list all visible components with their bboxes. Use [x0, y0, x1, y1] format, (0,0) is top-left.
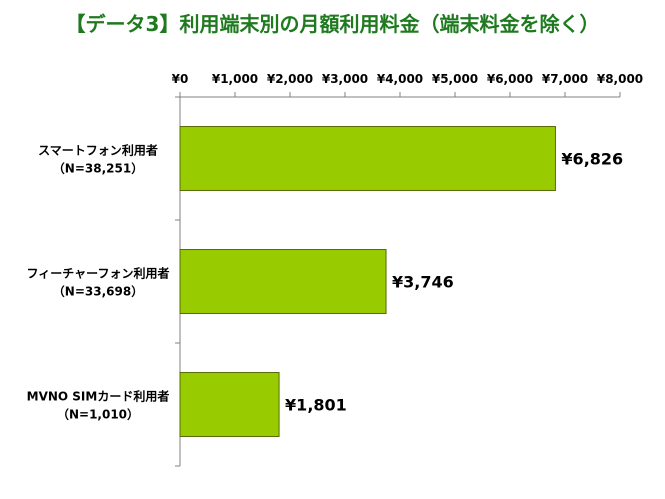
x-tick-label: ¥4,000 — [377, 72, 423, 86]
category-sublabel: （N=38,251） — [53, 161, 143, 176]
x-tick-label: ¥3,000 — [322, 72, 368, 86]
bar — [179, 372, 280, 437]
category-label: フィーチャーフォン利用者 — [27, 266, 170, 281]
x-tick-label: ¥1,000 — [212, 72, 258, 86]
bars — [179, 126, 556, 437]
data-label: ¥3,746 — [392, 273, 454, 292]
data-label: ¥6,826 — [561, 150, 623, 169]
x-tick-label: ¥7,000 — [542, 72, 588, 86]
bar — [179, 249, 387, 314]
x-tick-label: ¥5,000 — [432, 72, 478, 86]
x-tick-label: ¥6,000 — [487, 72, 533, 86]
labels: ¥0 ¥1,000 ¥2,000 ¥3,000 ¥4,000 ¥5,000 ¥6,000 ¥7… — [27, 72, 644, 422]
bar — [179, 126, 556, 191]
x-tick-label: ¥0 — [172, 72, 189, 86]
chart-title: 【データ3】利用端末別の月額利用料金（端末料金を除く） — [65, 12, 600, 36]
x-tick-label: ¥8,000 — [597, 72, 643, 86]
category-label: MVNO SIMカード利用者 — [27, 389, 170, 404]
category-label: スマートフォン利用者 — [38, 143, 158, 158]
category-sublabel: （N=33,698） — [53, 284, 143, 299]
category-sublabel: （N=1,010） — [57, 407, 139, 422]
data-label: ¥1,801 — [285, 396, 347, 415]
x-tick-label: ¥2,000 — [267, 72, 313, 86]
